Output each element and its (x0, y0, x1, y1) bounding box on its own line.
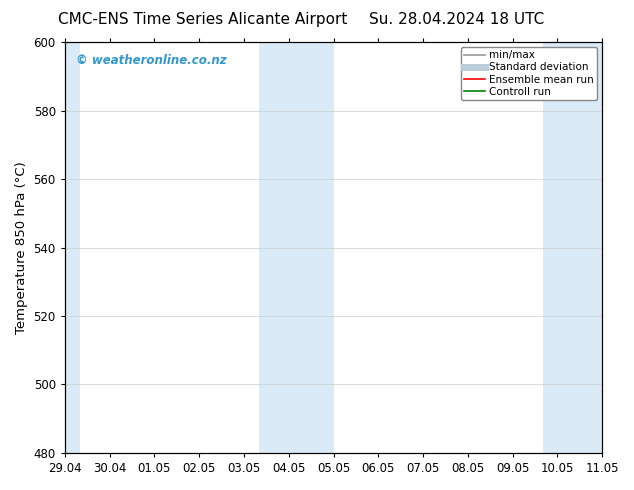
Legend: min/max, Standard deviation, Ensemble mean run, Controll run: min/max, Standard deviation, Ensemble me… (461, 47, 597, 100)
Text: © weatheronline.co.nz: © weatheronline.co.nz (75, 54, 226, 68)
Text: Su. 28.04.2024 18 UTC: Su. 28.04.2024 18 UTC (369, 12, 544, 27)
Bar (65, 42, 80, 453)
Text: CMC-ENS Time Series Alicante Airport: CMC-ENS Time Series Alicante Airport (58, 12, 347, 27)
Bar (259, 42, 288, 453)
Bar (288, 42, 333, 453)
Bar (573, 42, 602, 453)
Bar (543, 42, 573, 453)
Y-axis label: Temperature 850 hPa (°C): Temperature 850 hPa (°C) (15, 161, 28, 334)
